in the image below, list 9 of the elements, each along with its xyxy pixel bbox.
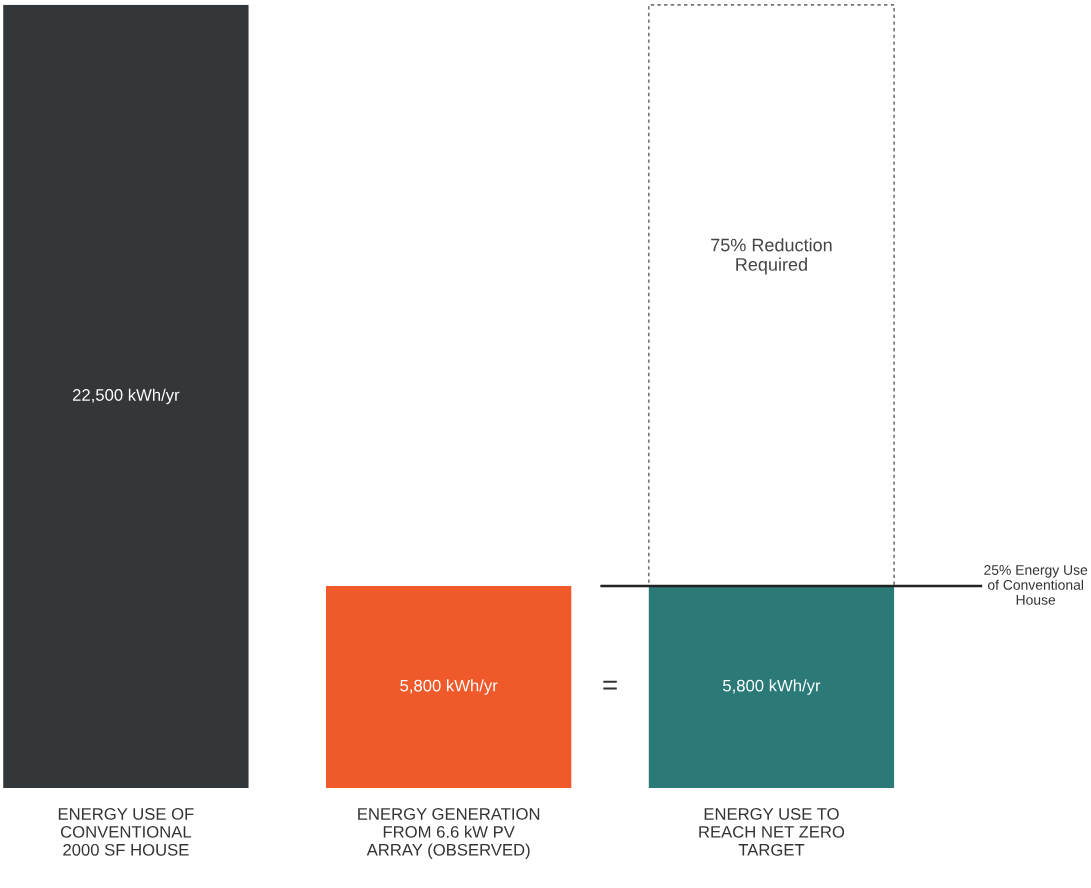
x-tick-label: ENERGY USE OF CONVENTIONAL 2000 SF HOUSE: [58, 808, 194, 856]
annotation: =: [603, 680, 617, 690]
data-label: 5,800 kWh/yr: [723, 679, 821, 695]
data-label: 5,800 kWh/yr: [400, 679, 498, 695]
x-tick-label: ENERGY GENERATION FROM 6.6 kW PV ARRAY (OBSERVED): [358, 808, 540, 860]
data-label: 22,500 kWh/yr: [73, 388, 180, 405]
x-tick-label: ENERGY USE TO REACH NET ZERO TARGET: [699, 808, 845, 856]
ref-line-label: 25% Energy Use of Conventional House: [984, 565, 1088, 605]
annotation: 75% Reduction Required: [711, 238, 832, 275]
